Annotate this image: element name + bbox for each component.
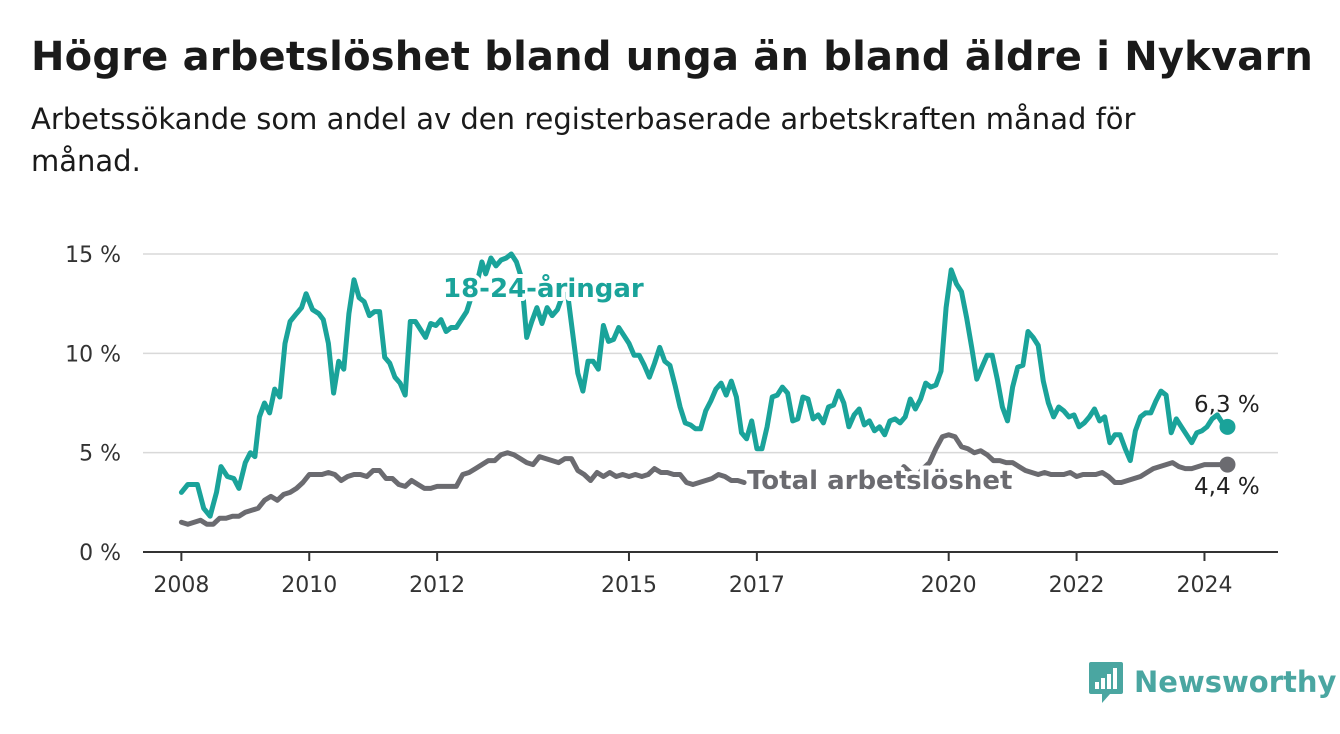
series-line-total	[178, 450, 747, 527]
x-axis-ticks: 2008 2010 2012 2015 2017 2020 2022 2024	[153, 552, 1232, 598]
y-tick-label: 15 %	[65, 243, 121, 268]
x-tick-label: 2008	[153, 573, 209, 598]
end-value-total: 4,4 %	[1194, 474, 1260, 500]
x-tick-label: 2012	[409, 573, 465, 598]
bar-chart-logo-icon	[1089, 662, 1123, 703]
newsworthy-brand: Newsworthy	[1088, 660, 1336, 704]
x-tick-label: 2010	[281, 573, 337, 598]
y-axis-ticks: 0 % 5 % 10 % 15 %	[65, 243, 121, 566]
x-tick-label: 2020	[921, 573, 977, 598]
chart-subtitle: Arbetssökande som andel av den registerb…	[31, 102, 1136, 178]
grid-lines	[143, 253, 1278, 553]
series-end-point	[1219, 418, 1236, 435]
x-tick-label: 2017	[729, 573, 785, 598]
chart-title: Högre arbetslöshet bland unga än bland ä…	[31, 34, 1314, 80]
svg-text:Total arbetslöshet: Total arbetslöshet	[747, 466, 1012, 496]
y-tick-label: 5 %	[79, 442, 121, 467]
svg-text:18-24-åringar: 18-24-åringar	[443, 272, 644, 304]
series-lines	[178, 251, 1236, 527]
x-tick-label: 2024	[1176, 573, 1232, 598]
brand-name: Newsworthy	[1134, 665, 1337, 699]
series-line-unga	[178, 251, 1230, 519]
x-tick-label: 2022	[1049, 573, 1105, 598]
end-value-unga: 6,3 %	[1194, 392, 1260, 418]
x-tick-label: 2015	[601, 573, 657, 598]
series-line-total	[882, 432, 1230, 485]
svg-text:18-24-åringar: 18-24-åringar	[443, 272, 644, 304]
y-tick-label: 10 %	[65, 342, 121, 367]
y-tick-label: 0 %	[79, 541, 121, 566]
series-end-point	[1219, 456, 1236, 473]
svg-text:Total arbetslöshet: Total arbetslöshet	[747, 466, 1012, 496]
